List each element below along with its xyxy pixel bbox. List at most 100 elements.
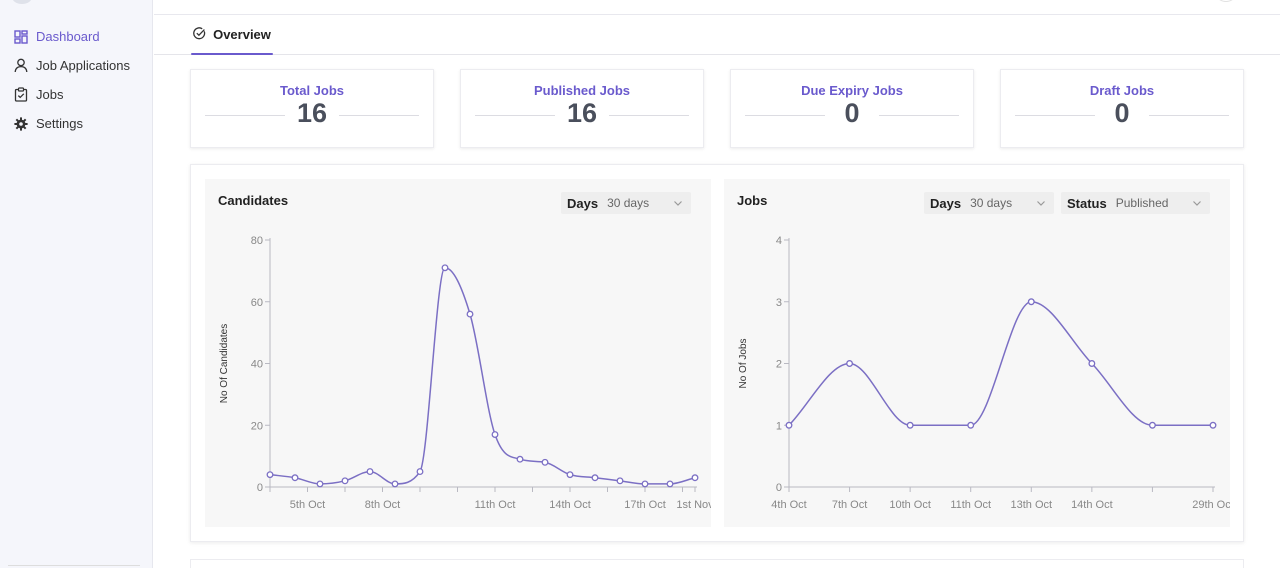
x-tick-label: 29th Oct [1192, 499, 1230, 511]
stat-title: Total Jobs [279, 83, 345, 98]
chevron-down-icon [673, 197, 683, 211]
series-line [269, 267, 696, 485]
charts-card: Candidates Days 30 days 0 20 40 60 80 No Of C… [190, 164, 1244, 542]
data-point [906, 421, 914, 429]
y-tick-label: 80 [251, 235, 263, 247]
dashboard-icon [13, 29, 29, 45]
x-tick-label: 13th Oct [1010, 499, 1052, 511]
y-axis-label: No Of Jobs [738, 338, 749, 388]
y-tick-label: 2 [776, 359, 782, 371]
data-point [516, 455, 524, 463]
panel-title: Jobs [737, 193, 768, 208]
stat-title: Due Expiry Jobs [801, 83, 903, 98]
data-point [1027, 298, 1035, 306]
x-tick-label: 14th Oct [549, 499, 591, 511]
data-point [591, 474, 599, 482]
data-point [967, 421, 975, 429]
stat-card-draft-jobs: Draft Jobs 0 [1000, 69, 1244, 148]
y-tick-label: 1 [776, 420, 782, 432]
data-point [266, 471, 274, 479]
data-point [441, 264, 449, 272]
data-point [1148, 421, 1156, 429]
panel-title: Candidates [218, 193, 289, 208]
x-tick-label: 11th Oct [950, 499, 991, 511]
sidebar-item-dashboard[interactable]: Dashboard [10, 22, 150, 51]
chevron-down-icon [1192, 197, 1202, 211]
data-point [491, 431, 499, 438]
dropdown-label: Days [930, 195, 962, 211]
candidates-panel: Candidates Days 30 days 0 20 40 60 80 No Of C… [205, 179, 714, 527]
jobs-panel: Jobs Days 30 days Status Published 0 1 2 3 4… [724, 179, 1234, 527]
data-point [541, 458, 549, 466]
sidebar-divider [8, 565, 140, 566]
y-tick-label: 3 [776, 297, 782, 309]
x-tick-label: 1st Nov [676, 499, 711, 511]
series-line [788, 300, 1213, 426]
sidebar-item-label: Jobs [36, 87, 64, 102]
x-tick-label: 17th Oct [624, 499, 666, 511]
data-point [316, 480, 324, 488]
divider [879, 115, 959, 116]
divider [1149, 115, 1229, 116]
dropdown-value: Published [1115, 196, 1169, 210]
x-tick-label: 10th Oct [889, 499, 931, 511]
divider [205, 115, 285, 116]
x-tick-label: 5th Oct [290, 499, 325, 511]
sidebar-item-label: Dashboard [36, 29, 100, 44]
check-circle-icon [193, 26, 206, 43]
stat-title: Published Jobs [533, 83, 631, 98]
next-card-edge [190, 559, 1244, 568]
sidebar: Dashboard Job Applications Jobs Settings [0, 0, 153, 568]
days-dropdown[interactable]: Days 30 days [561, 192, 691, 214]
data-point [641, 480, 649, 488]
tab-bar: Overview [154, 15, 1280, 55]
candidates-chart: 0 20 40 60 80 No Of Candidates 5th Oct 8th Oct 1… [219, 235, 714, 511]
avatar[interactable] [1216, 0, 1236, 2]
data-point [341, 477, 349, 485]
chevron-down-icon [1036, 197, 1046, 211]
sidebar-item-settings[interactable]: Settings [10, 109, 150, 138]
sidebar-item-label: Job Applications [36, 58, 130, 73]
divider [1015, 115, 1095, 116]
sidebar-item-label: Settings [36, 116, 83, 131]
data-point [785, 421, 793, 429]
days-dropdown[interactable]: Days 30 days [924, 192, 1054, 214]
y-tick-label: 60 [251, 297, 263, 309]
x-tick-label: 4th Oct [771, 499, 806, 511]
x-tick-label: 14th Oct [1071, 499, 1113, 511]
data-point [1209, 421, 1217, 429]
clipboard-check-icon [13, 87, 29, 103]
data-point [691, 474, 699, 482]
sidebar-item-job-applications[interactable]: Job Applications [10, 51, 150, 80]
top-header [154, 0, 1280, 15]
x-tick-label: 7th Oct [832, 499, 867, 511]
data-point [1088, 360, 1096, 367]
stat-value: 16 [296, 98, 328, 128]
tab-overview[interactable]: Overview [191, 15, 273, 55]
data-point [416, 468, 424, 476]
x-tick-label: 8th Oct [365, 499, 400, 511]
data-point [391, 480, 399, 488]
status-dropdown[interactable]: Status Published [1061, 192, 1210, 214]
sidebar-item-jobs[interactable]: Jobs [10, 80, 150, 109]
gear-icon [13, 116, 29, 132]
user-icon [13, 58, 29, 74]
stat-value: 0 [1114, 98, 1130, 128]
dropdown-value: 30 days [607, 196, 650, 210]
tab-active-indicator [191, 53, 273, 55]
divider [745, 115, 825, 116]
divider [609, 115, 689, 116]
data-point [616, 477, 624, 485]
stat-card-total-jobs: Total Jobs 16 [190, 69, 434, 148]
y-tick-label: 40 [251, 359, 263, 371]
main-content: Overview Total Jobs 16 Published Jobs 16… [154, 0, 1280, 568]
y-tick-label: 0 [257, 482, 263, 494]
divider [475, 115, 555, 116]
stat-title: Draft Jobs [1089, 83, 1155, 98]
jobs-chart: 0 1 2 3 4 No Of Jobs 4th Oct 7th Oct 10th Oct 11t… [738, 235, 1234, 511]
y-tick-label: 20 [251, 420, 263, 432]
stat-value: 0 [844, 98, 860, 128]
dropdown-value: 30 days [970, 196, 1013, 210]
x-tick-label: 11th Oct [475, 499, 516, 511]
data-point [291, 474, 299, 482]
